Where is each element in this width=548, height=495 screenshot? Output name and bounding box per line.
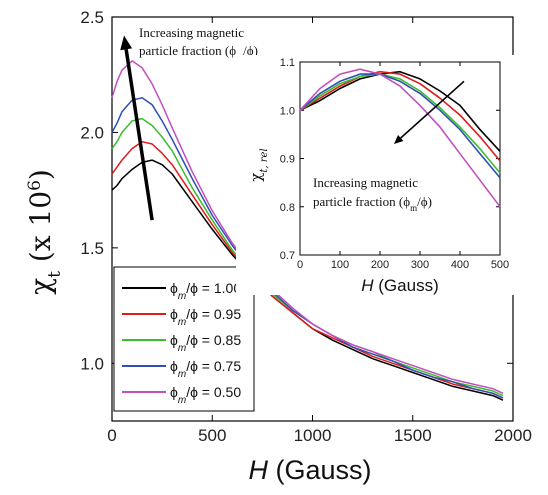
main-annotation-arrow bbox=[120, 35, 154, 221]
main-y-tick-label: 2.0 bbox=[80, 123, 104, 142]
inset-arrow-shaft bbox=[400, 80, 465, 139]
inset-axis-ticks: 0 100 200 300 400 500 0.7 0.8 0.9 1.0 1.1 bbox=[280, 57, 509, 271]
main-annotation-line1: Increasing magnetic bbox=[139, 25, 244, 40]
main-y-axis-label: χt (x 106) bbox=[24, 169, 65, 295]
main-x-tick-label: 0 bbox=[107, 426, 116, 445]
main-y-tick-label: 2.5 bbox=[80, 8, 104, 27]
inset-chart: 0 100 200 300 400 500 0.7 0.8 0.9 1.0 1.1 Increasi… bbox=[236, 55, 536, 295]
legend: ϕm/ϕ = 1.00 ϕm/ϕ = 0.95 ϕm/ϕ = 0.85 ϕm/ϕ = … bbox=[113, 266, 255, 412]
legend-label-1: ϕm/ϕ = 0.95 bbox=[170, 306, 241, 328]
inset-x-tick-label: 0 bbox=[297, 259, 303, 271]
legend-label-3: ϕm/ϕ = 0.75 bbox=[170, 358, 241, 380]
main-x-axis-label: H (Gauss) bbox=[248, 455, 371, 485]
inset-x-axis-label: H (Gauss) bbox=[361, 276, 438, 295]
inset-x-tick-label: 200 bbox=[371, 259, 389, 271]
inset-y-axis-label: χt, rel bbox=[247, 148, 270, 181]
inset-y-tick-label: 0.9 bbox=[280, 154, 295, 166]
inset-series-line-2 bbox=[299, 73, 501, 174]
inset-x-tick-label: 300 bbox=[411, 259, 429, 271]
legend-label-2: ϕm/ϕ = 0.85 bbox=[170, 332, 241, 354]
legend-label-4: ϕm/ϕ = 0.50 bbox=[170, 384, 241, 406]
main-x-tick-label: 1500 bbox=[394, 426, 432, 445]
inset-y-tick-label: 1.0 bbox=[280, 105, 295, 117]
main-x-tick-label: 1000 bbox=[294, 426, 332, 445]
inset-y-tick-label: 0.8 bbox=[280, 202, 295, 214]
inset-x-tick-label: 100 bbox=[331, 259, 349, 271]
inset-annotation-arrow bbox=[394, 80, 465, 145]
inset-series-lines bbox=[299, 68, 501, 208]
main-annotation-line2: particle fraction (ϕm/ϕ) bbox=[139, 43, 258, 62]
main-x-tick-label: 500 bbox=[198, 426, 226, 445]
inset-annotation-line2: particle fraction (ϕm/ϕ) bbox=[313, 194, 432, 213]
main-x-tick-label: 2000 bbox=[494, 426, 532, 445]
inset-x-tick-label: 400 bbox=[451, 259, 469, 271]
inset-series-line-3 bbox=[299, 73, 501, 179]
inset-x-tick-label: 500 bbox=[491, 259, 509, 271]
main-arrow-shaft bbox=[124, 49, 154, 221]
inset-arrow-head bbox=[394, 135, 404, 145]
main-y-tick-label: 1.0 bbox=[80, 354, 104, 373]
main-arrow-head bbox=[120, 35, 133, 51]
inset-y-tick-label: 1.1 bbox=[280, 57, 295, 69]
inset-series-line-4 bbox=[299, 68, 501, 208]
legend-label-0: ϕm/ϕ = 1.00 bbox=[170, 280, 241, 302]
inset-series-line-1 bbox=[299, 70, 501, 162]
inset-annotation-line1: Increasing magnetic bbox=[313, 175, 418, 190]
main-y-tick-label: 1.5 bbox=[80, 239, 104, 258]
inset-y-tick-label: 0.7 bbox=[280, 250, 295, 262]
inset-series-line-0 bbox=[299, 70, 501, 152]
